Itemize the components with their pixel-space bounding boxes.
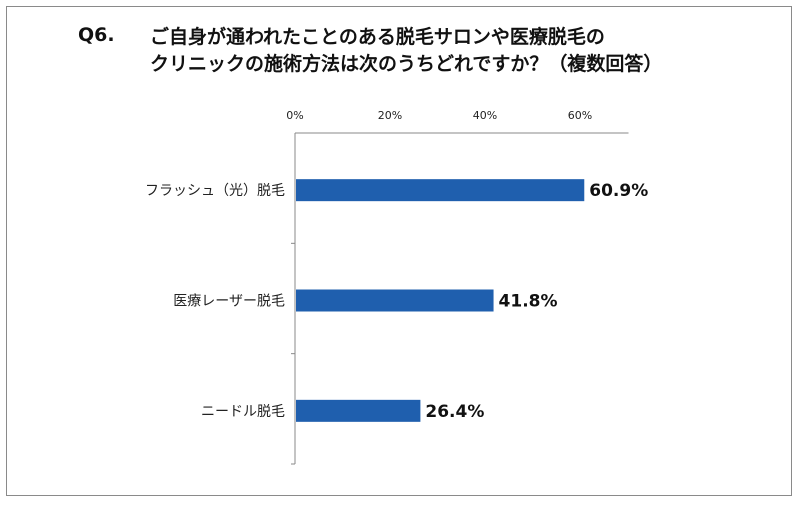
title-line-2: クリニックの施術方法は次のうちどれですか？（複数回答） (150, 53, 663, 75)
data-label: 60.9% (589, 181, 648, 201)
bar (296, 399, 421, 422)
title-line-1: ご自身が通われたことのある脱毛サロンや医療脱毛の (150, 26, 605, 48)
chart-title: ご自身が通われたことのある脱毛サロンや医療脱毛の クリニックの施術方法は次のうち… (150, 24, 770, 78)
bar (296, 179, 585, 202)
category-label: フラッシュ（光）脱毛 (145, 183, 285, 199)
question-number: Q6. (78, 24, 115, 46)
x-tick-label: 20% (378, 109, 402, 122)
x-tick-label: 0% (286, 109, 303, 122)
x-tick-label: 60% (568, 109, 592, 122)
data-label: 41.8% (499, 292, 558, 312)
category-label: ニードル脱毛 (201, 404, 285, 420)
bar (296, 289, 494, 312)
x-tick-label: 40% (473, 109, 497, 122)
category-label: 医療レーザー脱毛 (173, 293, 285, 310)
data-label: 26.4% (425, 402, 484, 422)
